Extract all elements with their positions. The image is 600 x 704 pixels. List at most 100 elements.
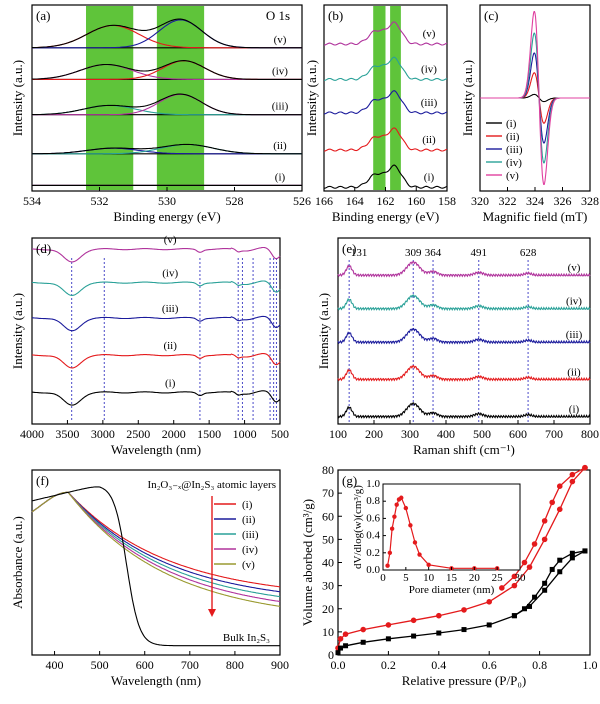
legend-label: (ii) — [242, 514, 256, 526]
peak-label: 309 — [405, 247, 422, 259]
esr-line — [480, 11, 590, 185]
inset-point — [403, 505, 409, 511]
inset-point — [408, 523, 413, 528]
x-tick-label: 1.0 — [583, 658, 598, 672]
x-tick-label: 164 — [346, 194, 364, 208]
y-axis-label: Intensity (a.u.) — [10, 60, 25, 136]
y-tick-label: 80 — [322, 463, 334, 477]
isotherm-point — [541, 518, 548, 524]
peak-label: 491 — [471, 247, 488, 259]
series-label: (iv) — [566, 296, 582, 308]
inset-y-tick-label: 0.8 — [366, 495, 380, 507]
x-tick-label: 530 — [158, 194, 176, 208]
x-axis-label: Wavelength (nm) — [111, 673, 201, 688]
x-tick-label: 0.2 — [381, 658, 396, 672]
y-tick-label: 70 — [322, 486, 334, 500]
inset-x-tick-label: 25 — [492, 572, 504, 584]
inset-y-tick-label: 1.0 — [366, 478, 380, 490]
trend-arrow-head — [208, 609, 216, 617]
isotherm-point — [411, 633, 417, 639]
isotherm-point — [511, 573, 518, 580]
x-tick-label: 0.0 — [331, 658, 346, 672]
x-tick-label: 300 — [401, 427, 419, 441]
x-tick-label: 500 — [473, 427, 491, 441]
y-tick-label: 50 — [322, 532, 334, 546]
isotherm-point — [556, 483, 563, 489]
isotherm-point — [569, 478, 576, 485]
x-tick-label: 2000 — [162, 427, 186, 441]
absorbance-line — [31, 491, 281, 607]
panel-d-frame — [31, 237, 281, 425]
x-tick-label: 528 — [226, 194, 244, 208]
x-axis-label: Raman shift (cm⁻¹) — [413, 442, 515, 457]
highlight-band — [86, 6, 134, 190]
panel-label: (f) — [36, 473, 49, 488]
series-label: (ii) — [422, 134, 436, 146]
isotherm-point — [521, 606, 527, 612]
legend-title: In₂O₃₋ₓ@In₂S₃ atomic layers — [147, 479, 276, 491]
panel-label: (d) — [36, 241, 51, 256]
x-tick-label: 700 — [545, 427, 563, 441]
isotherm-point — [436, 612, 442, 619]
inset-y-axis-label: dV/dlog(w)(cm³/g) — [352, 485, 364, 569]
x-tick-label: 100 — [329, 427, 347, 441]
isotherm-point — [410, 617, 417, 624]
ftir-line — [31, 280, 281, 296]
y-axis-label: Intensity (a.u.) — [316, 293, 331, 369]
x-tick-label: 400 — [437, 427, 455, 441]
isotherm-point — [526, 564, 533, 570]
peak-label: 131 — [351, 247, 368, 259]
y-tick-label: 0 — [328, 648, 334, 662]
inset-x-tick-label: 15 — [446, 572, 458, 584]
x-tick-label: 326 — [554, 194, 572, 208]
isotherm-point — [486, 599, 493, 605]
isotherm-point — [337, 636, 344, 642]
isotherm-point — [499, 585, 505, 591]
series-label: (v) — [423, 28, 436, 40]
highlight-band — [390, 6, 401, 190]
x-tick-label: 2500 — [126, 427, 150, 441]
inset-frame — [382, 483, 521, 571]
raman-line — [337, 365, 591, 382]
core-level-annotation: O 1s — [266, 8, 290, 23]
spectrum-line — [324, 21, 448, 46]
x-tick-label: 500 — [271, 427, 289, 441]
isotherm-point — [582, 464, 588, 471]
spectrum-line — [324, 164, 448, 189]
y-tick-label: 40 — [322, 556, 334, 570]
isotherm-point — [557, 569, 563, 575]
panel-label: (a) — [36, 8, 50, 23]
panel-d: (i) (ii) (iii) (iv) (v) 4000 3500 3000 2500 2000 1… — [10, 234, 289, 457]
x-tick-label: 500 — [91, 658, 109, 672]
isotherm-point — [385, 622, 392, 628]
raman-line — [337, 327, 591, 345]
series-label: (iii) — [421, 97, 438, 109]
x-tick-label: 800 — [226, 658, 244, 672]
envelope-line — [31, 143, 302, 155]
series-label: (ii) — [273, 140, 287, 152]
highlight-band — [373, 6, 386, 190]
series-label: (ii) — [163, 340, 177, 352]
y-axis-label: Absorbance (a.u.) — [10, 516, 25, 609]
y-axis-label: Intensity (a.u.) — [304, 60, 319, 136]
series-label: (i) — [424, 171, 435, 183]
bulk-absorbance-line — [31, 486, 280, 647]
x-axis-label: Binding energy (eV) — [332, 209, 439, 224]
inset-point — [394, 502, 399, 507]
inset-point — [417, 552, 422, 557]
isotherm-point — [556, 506, 563, 513]
panel-f-frame — [31, 469, 281, 656]
x-axis-label: Magnific field (mT) — [483, 209, 588, 224]
series-label: (iv) — [162, 268, 178, 280]
isotherm-point — [582, 548, 588, 554]
x-tick-label: 200 — [365, 427, 383, 441]
inset-x-tick-label: 0 — [380, 572, 386, 584]
x-tick-label: 3000 — [91, 427, 115, 441]
inset-point — [387, 550, 393, 555]
spectrum-line — [324, 127, 448, 152]
raman-line — [337, 402, 591, 419]
legend-label: (iv) — [506, 157, 522, 169]
inset-point — [426, 562, 431, 568]
isotherm-point — [549, 566, 555, 572]
spectrum-line — [324, 56, 448, 81]
